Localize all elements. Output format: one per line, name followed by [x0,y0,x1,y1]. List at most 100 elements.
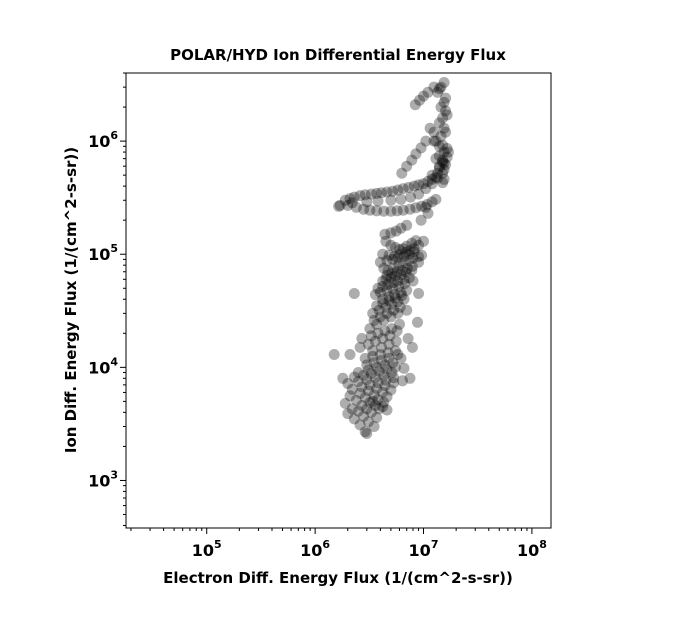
scatter-point [365,330,377,342]
scatter-point [381,391,393,403]
scatter-point [361,359,373,371]
scatter-point [382,279,394,290]
scatter-point [374,256,386,268]
scatter-point [397,183,409,195]
scatter-point [389,241,401,253]
scatter-point [406,264,418,276]
scatter-point [403,181,415,193]
y-tick-label: 103 [88,468,118,490]
scatter-point [367,307,379,319]
scatter-point [418,235,429,247]
scatter-point [409,99,421,111]
scatter-point [380,374,392,386]
scatter-point [401,160,413,172]
scatter-point [369,400,381,411]
scatter-point [435,130,447,142]
scatter-point [433,117,445,129]
scatter-point [437,167,449,179]
scatter-point [371,205,383,217]
scatter-point [378,262,390,274]
scatter-point [422,207,434,219]
scatter-point [381,404,393,416]
scatter-point [416,200,428,212]
scatter-point [433,150,445,162]
scatter-point [394,248,405,260]
scatter-point [404,203,416,215]
scatter-point [414,94,426,106]
scatter-point [372,377,384,389]
x-tick-label: 106 [300,538,330,560]
y-tick-label: 104 [88,355,118,377]
scatter-point [378,205,390,217]
data-points [328,77,454,439]
scatter-point [368,421,380,432]
scatter-point [374,286,386,298]
scatter-point [404,372,416,384]
scatter-point [359,426,371,438]
scatter-point [354,341,366,353]
scatter-point [406,341,418,353]
scatter-point [373,304,385,316]
scatter-point [384,330,396,342]
scatter-point [430,153,442,165]
scatter-point [354,419,366,431]
scatter-point [413,256,425,268]
scatter-point [369,289,381,301]
scatter-point [441,143,453,154]
scatter-point [371,318,383,330]
scatter-point [385,311,397,323]
scatter-point [354,190,366,202]
scatter-point [346,197,358,209]
scatter-point [369,372,381,384]
scatter-point [371,383,383,394]
scatter-point [383,249,395,261]
scatter-point [386,267,398,279]
scatter-point [344,390,356,402]
scatter-point [359,392,371,404]
scatter-point [348,191,360,203]
scatter-point [400,267,412,278]
scatter-point [381,363,393,375]
scatter-point [362,385,374,397]
scatter-point [377,401,389,413]
scatter-point [421,199,433,210]
scatter-point [381,186,393,198]
scatter-point [380,301,392,313]
scatter-point [441,151,453,163]
scatter-point [376,355,387,366]
x-tick-label: 105 [192,538,222,560]
scatter-point [430,193,442,205]
x-axis-label: Electron Diff. Energy Flux (1/(cm^2-s-sr… [163,569,513,587]
scatter-point [365,188,377,200]
scatter-point [397,264,408,276]
scatter-point [401,262,413,274]
scatter-point [356,381,368,393]
scatter-point [440,126,452,138]
scatter-point [389,270,401,282]
scatter-point [364,379,376,391]
scatter-point [392,252,404,264]
scatter-point [420,201,432,213]
scatter-point [420,183,432,195]
scatter-point [369,335,381,347]
scatter-point [361,196,373,208]
scatter-point [385,227,397,239]
scatter-point [367,395,379,407]
scatter-point [346,383,358,395]
scatter-point [382,264,394,276]
scatter-point [379,380,391,392]
scatter-point [388,262,400,274]
scatter-point [372,327,384,339]
scatter-point [440,105,452,117]
scatter-point [371,412,383,423]
scatter-point [389,289,400,301]
scatter-point [381,307,393,319]
scatter-point [390,335,402,347]
scatter-point [413,239,425,251]
scatter-point [392,307,404,319]
scatter-point [381,284,393,296]
scatter-point [389,250,400,262]
scatter-point [361,428,373,439]
scatter-point [402,333,414,344]
